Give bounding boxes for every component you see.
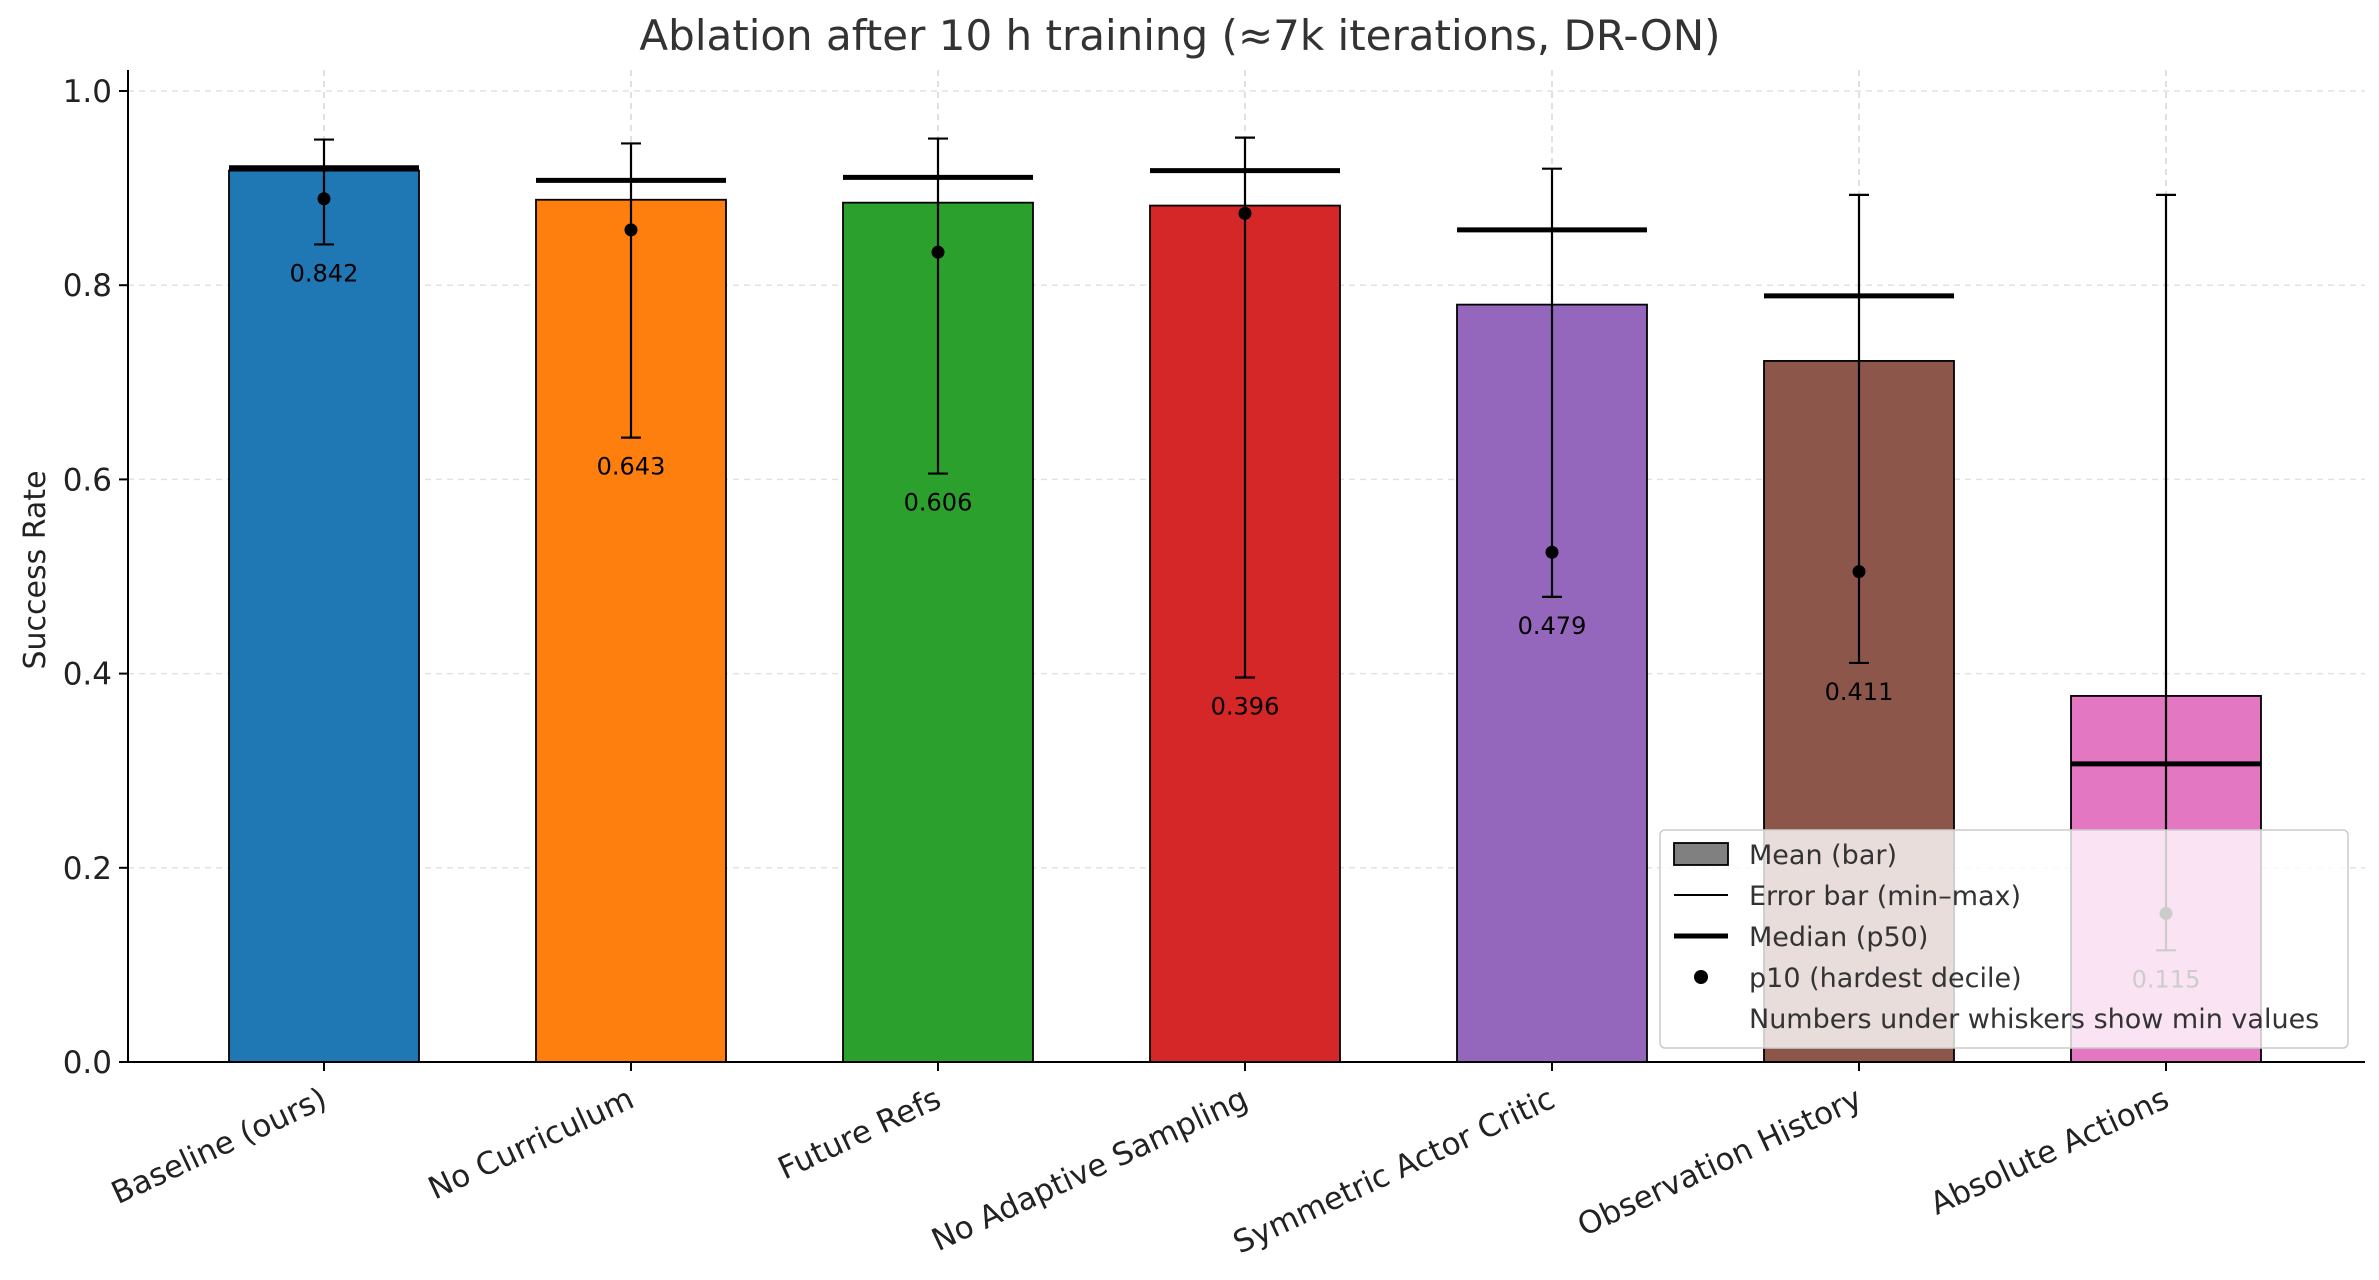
legend-label: Mean (bar) xyxy=(1749,840,1897,871)
x-tick-label: Absolute Actions xyxy=(1925,1081,2175,1223)
y-tick-label: 0.2 xyxy=(63,851,112,887)
y-tick-label: 0.6 xyxy=(63,462,112,498)
legend-box xyxy=(1659,829,2349,1049)
x-tick-label: Observation History xyxy=(1572,1081,1867,1244)
p10-dot xyxy=(1545,545,1559,559)
min-value-label: 0.411 xyxy=(1825,678,1894,706)
y-tick-label: 0.0 xyxy=(63,1045,112,1081)
legend-swatch-p10 xyxy=(1694,970,1708,984)
x-tick-label: No Curriculum xyxy=(423,1081,639,1207)
y-tick-label: 1.0 xyxy=(63,74,112,110)
min-value-label: 0.842 xyxy=(290,259,359,287)
p10-dot xyxy=(1852,565,1866,579)
legend-label: Numbers under whiskers show min values xyxy=(1749,1004,2319,1035)
p10-dot xyxy=(1238,206,1252,220)
x-tick-label: Baseline (ours) xyxy=(106,1081,332,1212)
p10-dot xyxy=(317,192,331,206)
min-value-label: 0.643 xyxy=(597,453,666,481)
x-tick-label: Symmetric Actor Critic xyxy=(1228,1081,1561,1262)
x-tick-label: No Adaptive Sampling xyxy=(926,1081,1253,1259)
legend-label: p10 (hardest decile) xyxy=(1749,963,2022,994)
legend-label: Median (p50) xyxy=(1749,922,1928,953)
chart-title: Ablation after 10 h training (≈7k iterat… xyxy=(639,11,1720,60)
p10-dot xyxy=(624,223,638,237)
legend-swatch-mean xyxy=(1673,842,1729,866)
legend-label: Error bar (min–max) xyxy=(1749,881,2021,912)
min-value-label: 0.479 xyxy=(1518,612,1587,640)
y-tick-label: 0.8 xyxy=(63,268,112,304)
min-value-label: 0.606 xyxy=(904,489,973,517)
p10-dot xyxy=(931,245,945,259)
y-tick-label: 0.4 xyxy=(63,657,112,693)
y-axis-label: Success Rate xyxy=(18,470,53,669)
x-tick-label: Future Refs xyxy=(773,1081,947,1188)
legend: Mean (bar) Error bar (min–max) Median (p50… xyxy=(1659,829,2349,1049)
min-value-label: 0.396 xyxy=(1211,692,1280,720)
mean-bar xyxy=(228,169,420,1063)
